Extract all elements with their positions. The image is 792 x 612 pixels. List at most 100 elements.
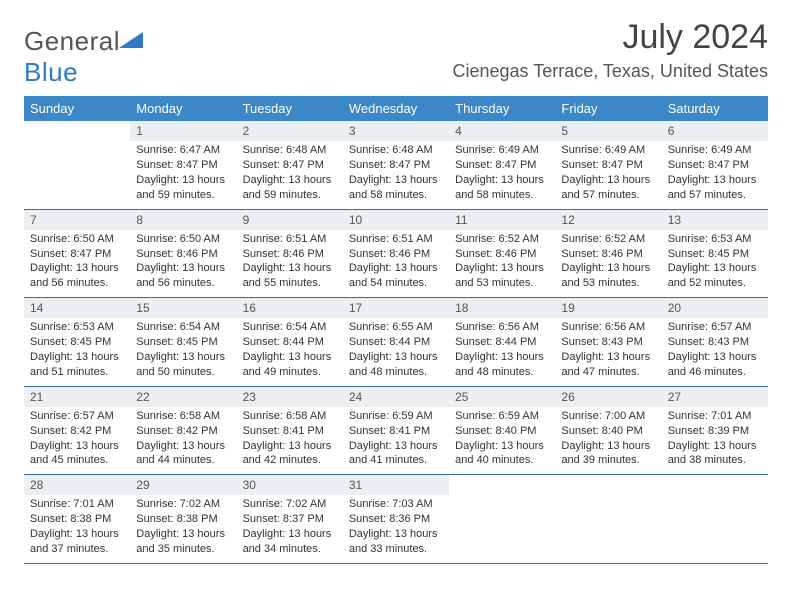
day-line: and 39 minutes. [561,453,655,468]
day-line: and 50 minutes. [136,365,230,380]
day-line: Sunrise: 6:58 AM [136,409,230,424]
day-body: Sunrise: 6:49 AMSunset: 8:47 PMDaylight:… [449,141,555,208]
day-cell: 18Sunrise: 6:56 AMSunset: 8:44 PMDayligh… [449,298,555,386]
day-cell: 27Sunrise: 7:01 AMSunset: 8:39 PMDayligh… [662,387,768,475]
day-body: Sunrise: 6:51 AMSunset: 8:46 PMDaylight:… [343,230,449,297]
week-row: 28Sunrise: 7:01 AMSunset: 8:38 PMDayligh… [24,475,768,564]
day-line: Sunrise: 6:49 AM [668,143,762,158]
day-cell [24,121,130,209]
week-row: 1Sunrise: 6:47 AMSunset: 8:47 PMDaylight… [24,121,768,210]
day-cell: 17Sunrise: 6:55 AMSunset: 8:44 PMDayligh… [343,298,449,386]
day-line: Sunset: 8:43 PM [561,335,655,350]
day-line: Sunset: 8:42 PM [30,424,124,439]
day-number: 7 [24,210,130,230]
week-row: 7Sunrise: 6:50 AMSunset: 8:47 PMDaylight… [24,210,768,299]
day-line: Sunrise: 6:56 AM [561,320,655,335]
day-line: Sunrise: 6:59 AM [455,409,549,424]
day-line: Sunrise: 6:54 AM [243,320,337,335]
day-line: Daylight: 13 hours [136,439,230,454]
title-block: July 2024 Cienegas Terrace, Texas, Unite… [452,18,768,82]
day-line: Sunset: 8:43 PM [668,335,762,350]
day-line: Sunset: 8:45 PM [136,335,230,350]
day-cell: 31Sunrise: 7:03 AMSunset: 8:36 PMDayligh… [343,475,449,563]
day-line: and 42 minutes. [243,453,337,468]
day-line: Sunset: 8:44 PM [455,335,549,350]
day-number: 12 [555,210,661,230]
day-line: Sunrise: 6:57 AM [30,409,124,424]
day-number: 22 [130,387,236,407]
header: General Blue July 2024 Cienegas Terrace,… [24,18,768,88]
day-line: Sunset: 8:46 PM [561,247,655,262]
day-cell: 3Sunrise: 6:48 AMSunset: 8:47 PMDaylight… [343,121,449,209]
day-line: Sunset: 8:47 PM [243,158,337,173]
day-number: 14 [24,298,130,318]
day-cell: 5Sunrise: 6:49 AMSunset: 8:47 PMDaylight… [555,121,661,209]
day-cell: 14Sunrise: 6:53 AMSunset: 8:45 PMDayligh… [24,298,130,386]
day-number: 30 [237,475,343,495]
day-cell: 2Sunrise: 6:48 AMSunset: 8:47 PMDaylight… [237,121,343,209]
day-line: Daylight: 13 hours [455,173,549,188]
day-line: Sunrise: 6:56 AM [455,320,549,335]
day-line: Sunrise: 7:02 AM [243,497,337,512]
day-number: 23 [237,387,343,407]
day-body: Sunrise: 6:49 AMSunset: 8:47 PMDaylight:… [662,141,768,208]
day-line: and 41 minutes. [349,453,443,468]
dow-cell: Sunday [24,96,130,121]
day-line: and 48 minutes. [349,365,443,380]
day-line: Sunrise: 6:51 AM [243,232,337,247]
day-body: Sunrise: 6:48 AMSunset: 8:47 PMDaylight:… [343,141,449,208]
day-number: 27 [662,387,768,407]
day-number: 25 [449,387,555,407]
day-body: Sunrise: 6:48 AMSunset: 8:47 PMDaylight:… [237,141,343,208]
day-line: and 38 minutes. [668,453,762,468]
day-line: Sunrise: 6:54 AM [136,320,230,335]
day-line: and 47 minutes. [561,365,655,380]
day-line: Daylight: 13 hours [30,350,124,365]
day-cell: 22Sunrise: 6:58 AMSunset: 8:42 PMDayligh… [130,387,236,475]
day-body [662,495,768,503]
day-line: Daylight: 13 hours [349,173,443,188]
day-body: Sunrise: 6:57 AMSunset: 8:43 PMDaylight:… [662,318,768,385]
day-line: and 49 minutes. [243,365,337,380]
day-line: Sunset: 8:45 PM [668,247,762,262]
dow-cell: Tuesday [237,96,343,121]
logo-text: General Blue [24,26,144,88]
day-line: and 58 minutes. [455,188,549,203]
day-line: Sunrise: 6:48 AM [349,143,443,158]
calendar-page: General Blue July 2024 Cienegas Terrace,… [0,0,792,612]
day-line: Daylight: 13 hours [668,173,762,188]
day-line: and 48 minutes. [455,365,549,380]
day-line: Sunrise: 7:02 AM [136,497,230,512]
dow-cell: Thursday [449,96,555,121]
day-line: Sunset: 8:37 PM [243,512,337,527]
day-line: Daylight: 13 hours [668,439,762,454]
day-body: Sunrise: 6:52 AMSunset: 8:46 PMDaylight:… [555,230,661,297]
day-line: Sunset: 8:41 PM [349,424,443,439]
day-cell [555,475,661,563]
day-line: and 44 minutes. [136,453,230,468]
day-line: Daylight: 13 hours [561,350,655,365]
day-cell: 28Sunrise: 7:01 AMSunset: 8:38 PMDayligh… [24,475,130,563]
day-line: Sunrise: 7:00 AM [561,409,655,424]
day-line: Daylight: 13 hours [349,350,443,365]
day-cell: 23Sunrise: 6:58 AMSunset: 8:41 PMDayligh… [237,387,343,475]
day-body: Sunrise: 6:58 AMSunset: 8:41 PMDaylight:… [237,407,343,474]
day-line: Sunrise: 6:47 AM [136,143,230,158]
day-line: Daylight: 13 hours [243,261,337,276]
day-cell: 11Sunrise: 6:52 AMSunset: 8:46 PMDayligh… [449,210,555,298]
day-line: Sunset: 8:46 PM [349,247,443,262]
day-line: and 53 minutes. [455,276,549,291]
day-line: and 55 minutes. [243,276,337,291]
day-cell: 15Sunrise: 6:54 AMSunset: 8:45 PMDayligh… [130,298,236,386]
day-line: and 35 minutes. [136,542,230,557]
day-line: Daylight: 13 hours [668,261,762,276]
day-line: and 52 minutes. [668,276,762,291]
day-line: Sunset: 8:38 PM [30,512,124,527]
day-line: Daylight: 13 hours [30,439,124,454]
day-line: and 57 minutes. [668,188,762,203]
logo: General Blue [24,26,144,88]
day-line: Sunset: 8:44 PM [349,335,443,350]
day-line: Sunset: 8:47 PM [455,158,549,173]
day-line: Daylight: 13 hours [349,439,443,454]
day-cell: 29Sunrise: 7:02 AMSunset: 8:38 PMDayligh… [130,475,236,563]
